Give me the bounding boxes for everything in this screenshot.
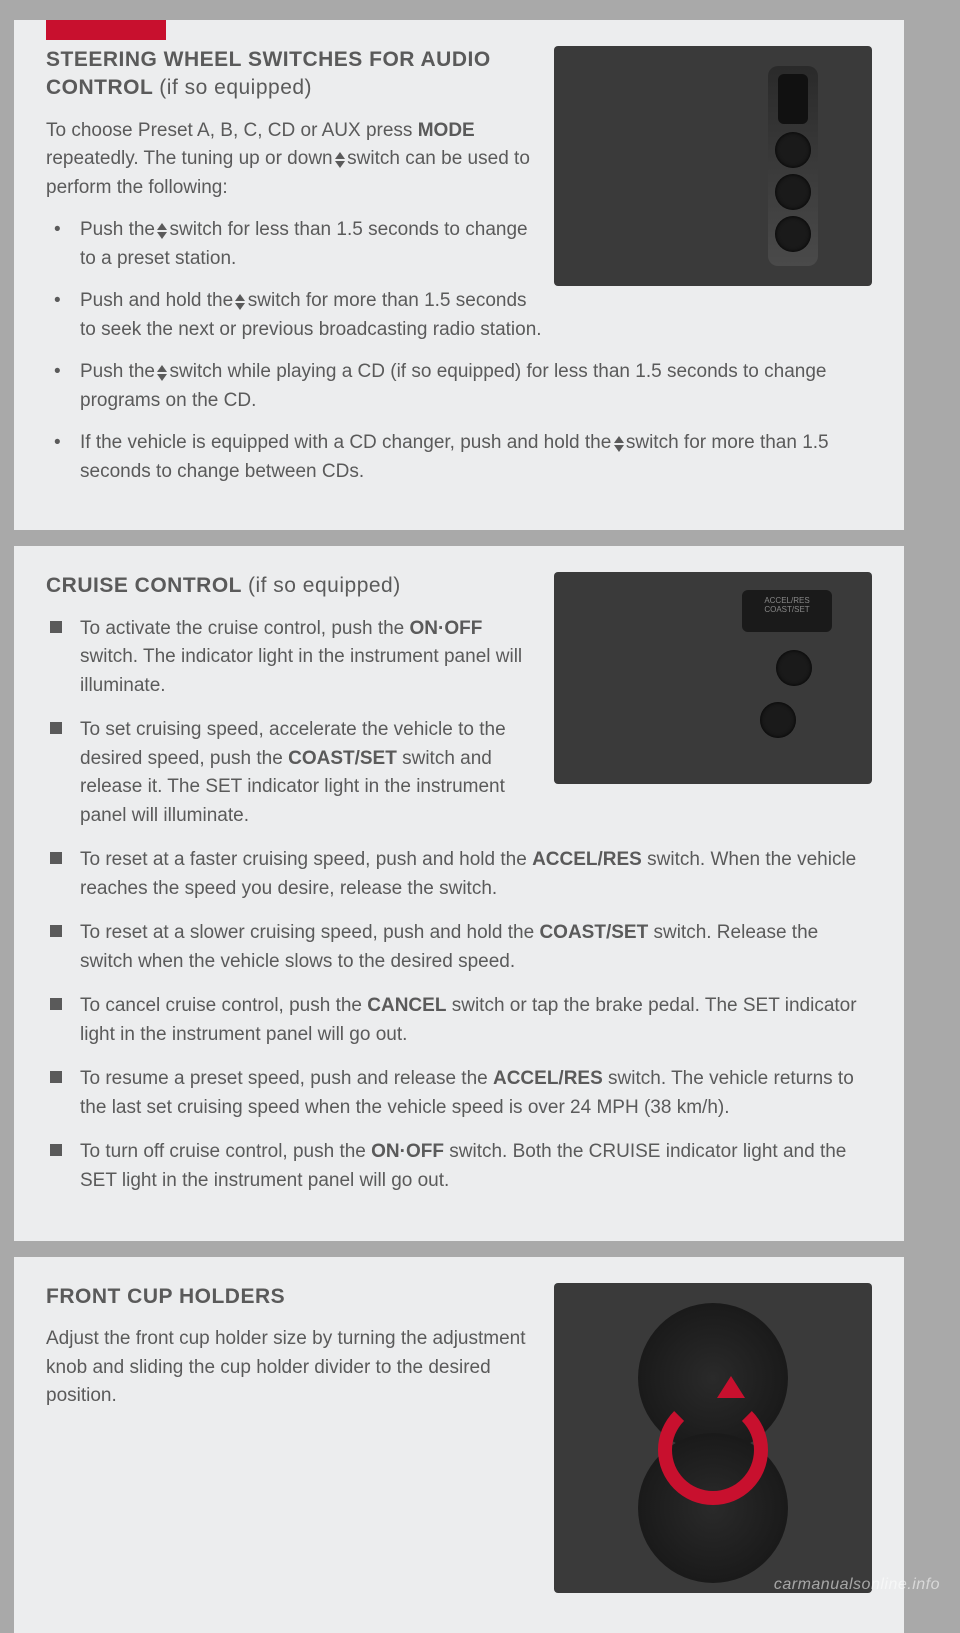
list-item: To cancel cruise control, push the CANCE… — [46, 992, 872, 1049]
list-item: To resume a preset speed, push and relea… — [46, 1065, 872, 1122]
li-text: To resume a preset speed, push and relea… — [80, 1068, 493, 1089]
li-bold: ON·OFF — [410, 618, 483, 639]
rotate-arrow-head-icon — [717, 1376, 745, 1398]
li-text: switch. The indicator light in the instr… — [80, 646, 522, 696]
section2-title-main: CRUISE CONTROL — [46, 574, 242, 597]
li-text: Push the — [80, 361, 160, 382]
section1-title-suffix: (if so equipped) — [159, 76, 312, 99]
list-item: Push the switch for less than 1.5 second… — [46, 216, 872, 273]
list-item: To reset at a slower cruising speed, pus… — [46, 919, 872, 976]
list-item: Push and hold the switch for more than 1… — [46, 287, 872, 344]
list-item: If the vehicle is equipped with a CD cha… — [46, 429, 872, 486]
li-text: Push the — [80, 219, 160, 240]
intro-bold: MODE — [418, 120, 475, 141]
intro-pre: To choose Preset A, B, C, CD or AUX pres… — [46, 120, 418, 141]
li-text: To turn off cruise control, push the — [80, 1141, 371, 1162]
li-text: To reset at a slower cruising speed, pus… — [80, 922, 539, 943]
section1-list: Push the switch for less than 1.5 second… — [46, 216, 872, 486]
section2-title-suffix: (if so equipped) — [248, 574, 401, 597]
li-bold: CANCEL — [367, 995, 446, 1016]
rocker-icon — [778, 74, 808, 124]
circle-button-icon — [775, 174, 811, 210]
circle-button-icon — [775, 132, 811, 168]
rotate-arrow-icon — [658, 1395, 768, 1505]
list-item: Push the switch while playing a CD (if s… — [46, 358, 872, 415]
page-content: STEERING WHEEL SWITCHES FOR AUDIO CONTRO… — [0, 20, 960, 1633]
li-bold: ON·OFF — [371, 1141, 444, 1162]
panel-cruise-control: ACCEL/RES COAST/SET CRUISE CONTROL (if so… — [14, 546, 904, 1241]
li-text: To reset at a faster cruising speed, pus… — [80, 849, 532, 870]
list-item: To turn off cruise control, push the ON·… — [46, 1138, 872, 1195]
list-item: To activate the cruise control, push the… — [46, 615, 872, 701]
li-bold: ACCEL/RES — [532, 849, 642, 870]
li-text: To cancel cruise control, push the — [80, 995, 367, 1016]
li-text: If the vehicle is equipped with a CD cha… — [80, 432, 617, 453]
li-text: To activate the cruise control, push the — [80, 618, 410, 639]
li-bold: COAST/SET — [288, 748, 397, 769]
panel-cup-holders: FRONT CUP HOLDERS Adjust the front cup h… — [14, 1257, 904, 1633]
intro-post-a: repeatedly. The tuning up or down — [46, 148, 338, 169]
li-text: switch while playing a CD (if so equippe… — [80, 361, 826, 411]
image-cup-holders — [554, 1283, 872, 1593]
li-bold: ACCEL/RES — [493, 1068, 603, 1089]
panel-steering-audio: STEERING WHEEL SWITCHES FOR AUDIO CONTRO… — [14, 20, 904, 530]
list-item: To reset at a faster cruising speed, pus… — [46, 846, 872, 903]
accent-tab — [46, 20, 166, 40]
li-bold: COAST/SET — [539, 922, 648, 943]
watermark: carmanualsonline.info — [774, 1576, 940, 1594]
li-text: Push and hold the — [80, 290, 238, 311]
list-item: To set cruising speed, accelerate the ve… — [46, 716, 872, 830]
